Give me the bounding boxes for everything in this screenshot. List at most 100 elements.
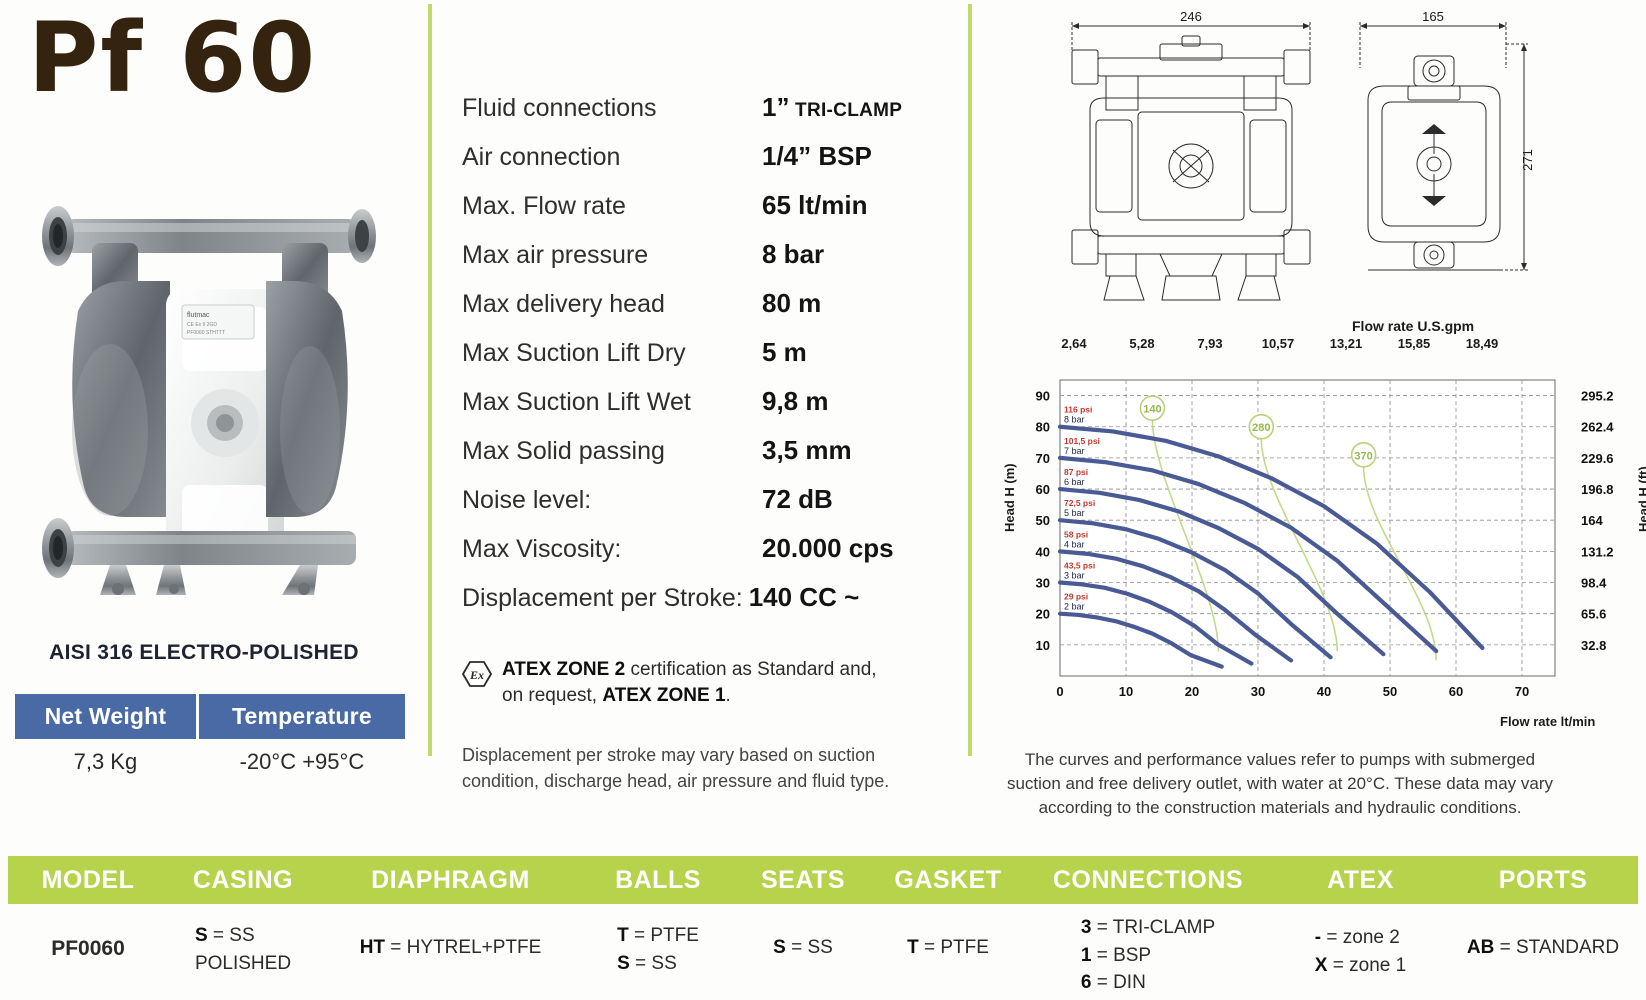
header-temperature: Temperature <box>198 694 405 739</box>
cell-code: 3 <box>1080 917 1092 938</box>
svg-text:6 bar: 6 bar <box>1064 477 1085 487</box>
svg-text:140: 140 <box>1143 404 1161 416</box>
svg-text:98.4: 98.4 <box>1581 576 1607 591</box>
atex-note-text: ATEX ZONE 2 certification as Standard an… <box>502 657 877 708</box>
spec-value: 1/4” BSP <box>762 141 872 171</box>
table-row: 7,3 Kg -20°C +95°C <box>15 739 405 785</box>
atex-line1-rest: certification as Standard and, <box>625 659 877 680</box>
svg-text:196.8: 196.8 <box>1581 482 1614 497</box>
cell-gasket: T = PTFE <box>873 912 1023 962</box>
chart-curve <box>1057 455 1439 654</box>
dim-front-width: 246 <box>1180 9 1202 24</box>
divider-right <box>968 4 972 756</box>
cell-desc: = zone 1 <box>1327 954 1407 976</box>
chart-plot-area: 10 20 30 40 50 60 70 80 90 32.8 65.6 98.4 131.2 164 19… <box>1036 379 1614 699</box>
dim-side-width: 165 <box>1422 9 1444 24</box>
col-header-model: MODEL <box>41 865 135 894</box>
spec-value: 80 m <box>762 288 822 318</box>
svg-text:32.8: 32.8 <box>1581 638 1606 653</box>
atex-zone1-bold: ATEX ZONE 1 <box>602 684 726 706</box>
cell-line: 3 = TRI-CLAMP <box>1081 914 1215 942</box>
cell-desc: = BSP <box>1091 944 1152 966</box>
svg-text:20: 20 <box>1185 684 1199 699</box>
spec-row: Noise level: 72 dB <box>462 484 940 533</box>
col-header-atex: ATEX <box>1327 865 1394 894</box>
cell-desc: = PTFE <box>918 937 989 958</box>
bottom-table-row: PF0060 S = SS POLISHED HT = HYTREL+PTFE T… <box>8 912 1638 997</box>
page-title: Pf 60 <box>28 2 318 114</box>
ex-hexagon-icon: Ex <box>462 661 492 687</box>
col-header-casing: CASING <box>192 865 294 894</box>
svg-text:50: 50 <box>1383 684 1397 699</box>
dim-side-height: 271 <box>1520 149 1535 171</box>
spec-value: 3,5 mm <box>762 435 852 465</box>
cell-desc: = PTFE <box>628 925 699 946</box>
svg-text:65.6: 65.6 <box>1581 607 1606 622</box>
spec-value: 140 CC ~ <box>748 582 860 612</box>
col-header-connections: CONNECTIONS <box>1052 865 1244 894</box>
svg-text:72,5 psi: 72,5 psi <box>1064 498 1095 508</box>
value-temperature: -20°C +95°C <box>198 739 405 785</box>
chart-curve <box>1057 580 1254 666</box>
svg-text:60: 60 <box>1449 684 1463 699</box>
svg-text:87 psi: 87 psi <box>1064 467 1088 477</box>
bottom-table-header: MODEL CASING DIAPHRAGM BALLS SEATS GASKE… <box>8 856 1638 904</box>
svg-text:40: 40 <box>1036 544 1050 559</box>
spec-row: Max air pressure 8 bar <box>462 239 940 288</box>
spec-value: 20.000 cps <box>762 533 894 563</box>
svg-text:7 bar: 7 bar <box>1064 446 1085 456</box>
cell-lines: T = PTFE S = SS <box>617 922 699 977</box>
svg-text:10: 10 <box>1119 684 1133 699</box>
spec-value: 9,8 m <box>762 386 829 416</box>
cell-line: S = SS <box>617 950 699 978</box>
spec-key: Max Suction Lift Wet <box>462 388 691 416</box>
divider-left <box>428 4 432 756</box>
spec-row: Max Solid passing 3,5 mm <box>462 435 940 484</box>
cell-code: T <box>617 925 629 946</box>
cell-desc: = zone 2 <box>1321 927 1400 948</box>
spec-key: Max Viscosity: <box>462 535 622 563</box>
chart-top-tick: 13,21 <box>1329 336 1363 351</box>
chart-xlabel: Flow rate lt/min <box>1500 714 1596 729</box>
svg-text:43,5 psi: 43,5 psi <box>1064 561 1095 571</box>
spec-row: Fluid connections 1” TRI-CLAMP <box>462 92 940 141</box>
col-header-balls: BALLS <box>615 865 701 894</box>
col-header-ports: PORTS <box>1498 865 1588 894</box>
atex-line2-pre: on request, <box>502 684 603 706</box>
weight-temperature-table: Net Weight Temperature 7,3 Kg -20°C +95°… <box>12 694 408 785</box>
svg-text:229.6: 229.6 <box>1581 451 1614 466</box>
cell-line: POLISHED <box>195 950 291 978</box>
chart-top-axis-ticks: 2,64 5,28 7,93 10,57 13,21 15,85 18,49 <box>1060 336 1498 356</box>
chart-top-tick: 10,57 <box>1261 336 1295 351</box>
chart-curve <box>1057 424 1485 651</box>
cell-code: S <box>773 937 786 958</box>
svg-text:90: 90 <box>1036 389 1050 404</box>
cell-line: T = PTFE <box>617 922 699 950</box>
spec-row-displacement: Displacement per Stroke: 140 CC ~ <box>462 582 940 631</box>
svg-text:8 bar: 8 bar <box>1064 415 1085 425</box>
spec-value: 72 dB <box>762 484 833 514</box>
svg-text:2 bar: 2 bar <box>1064 602 1085 612</box>
chart-disclaimer: The curves and performance values refer … <box>1006 750 1554 818</box>
svg-text:20: 20 <box>1036 607 1050 622</box>
header-net-weight: Net Weight <box>15 694 196 739</box>
spec-key: Max Suction Lift Dry <box>462 339 686 367</box>
svg-text:80: 80 <box>1036 420 1050 435</box>
cell-code: HT <box>359 937 386 958</box>
cell-lines: T = PTFE <box>907 934 989 962</box>
spec-row: Max Viscosity: 20.000 cps <box>462 533 940 582</box>
col-header-seats: SEATS <box>761 865 845 894</box>
cell-lines: 3 = TRI-CLAMP 1 = BSP 6 = DIN <box>1081 914 1215 997</box>
chart-top-tick: 5,28 <box>1129 336 1155 351</box>
cell-code: 6 <box>1080 972 1092 994</box>
spec-key: Max. Flow rate <box>462 192 626 220</box>
cell-model: PF0060 <box>51 937 125 960</box>
displacement-disclaimer: Displacement per stroke may vary based o… <box>462 745 890 792</box>
atex-line2-post: . <box>725 684 731 706</box>
cell-line: S = SS <box>773 934 833 962</box>
cell-desc: POLISHED <box>194 952 292 974</box>
cell-code: 1 <box>1080 944 1092 966</box>
